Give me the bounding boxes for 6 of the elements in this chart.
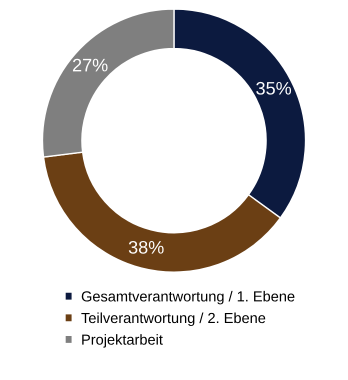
legend-label: Teilverantwortung / 2. Ebene	[81, 312, 266, 326]
legend-label: Projektarbeit	[82, 334, 163, 348]
legend-label: Gesamtverantwortung / 1. Ebene	[82, 290, 294, 304]
data-label: 35%	[256, 82, 292, 95]
data-label: 38%	[128, 240, 164, 254]
data-label: 27%	[72, 58, 108, 72]
